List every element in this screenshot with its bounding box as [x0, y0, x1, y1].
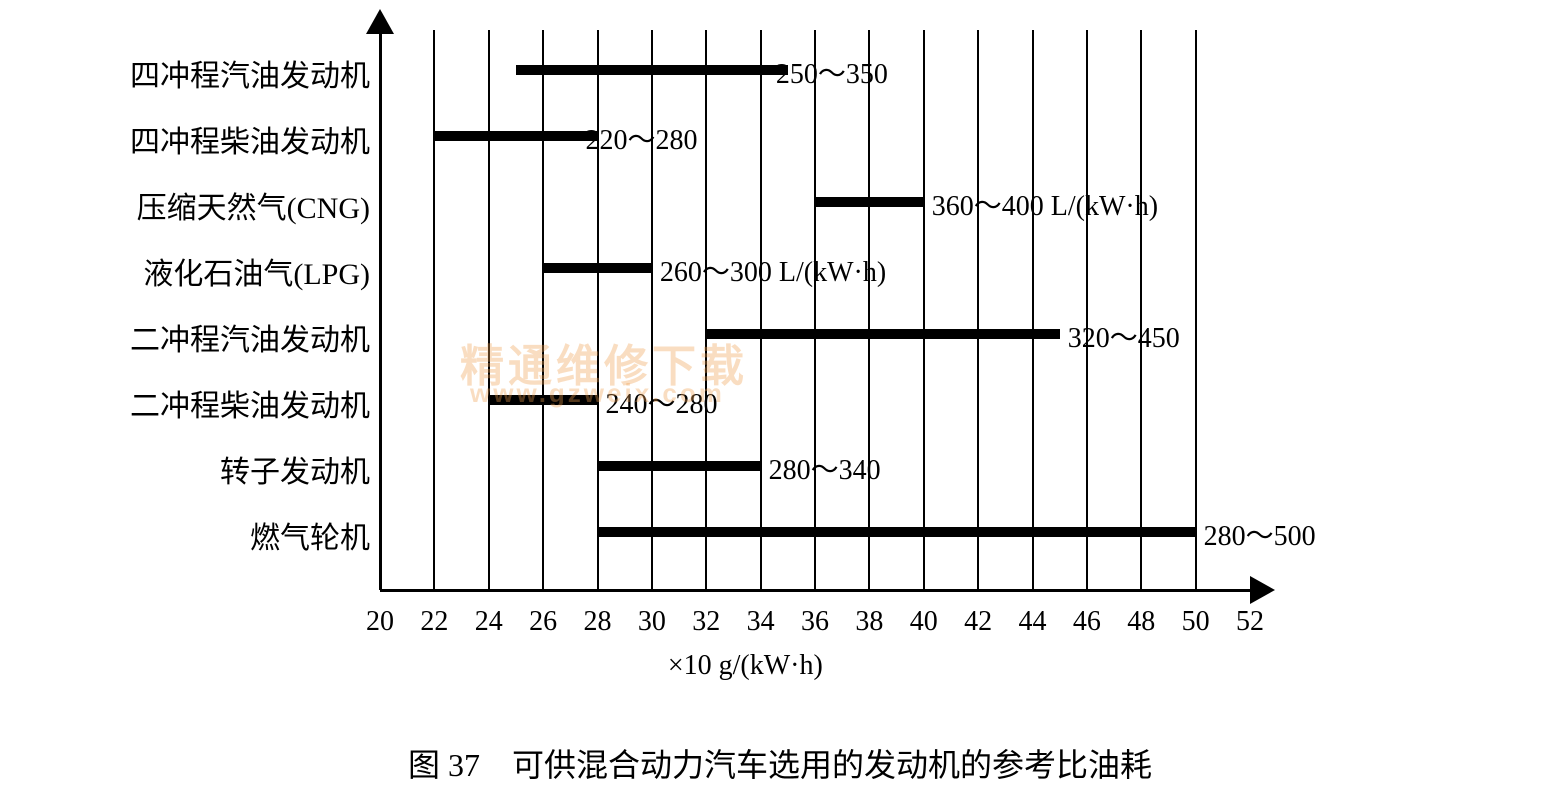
value-label: 280～500	[1204, 514, 1316, 554]
range-bar	[598, 527, 1196, 537]
grid-line	[597, 30, 599, 590]
chart-container: 20 22 24 26 28 30 32 34 36 38 40 42 44 46 48 50 52 ×10 g/…	[20, 20, 1540, 780]
x-tick-label: 30	[638, 606, 666, 638]
grid-line	[977, 30, 979, 590]
y-label: 二冲程汽油发动机	[20, 315, 370, 359]
x-tick-label: 42	[964, 606, 992, 638]
grid-line	[760, 30, 762, 590]
grid-line	[1086, 30, 1088, 590]
x-axis-label: ×10 g/(kW·h)	[668, 650, 823, 682]
range-bar	[434, 131, 597, 141]
y-label: 二冲程柴油发动机	[20, 381, 370, 425]
value-label: 260～300 L/(kW·h)	[660, 250, 886, 290]
grid-line	[923, 30, 925, 590]
x-tick-label: 38	[855, 606, 883, 638]
x-axis-arrow-icon	[1250, 576, 1275, 604]
grid-line	[433, 30, 435, 590]
chart-area: 20 22 24 26 28 30 32 34 36 38 40 42 44 46 48 50 52 ×10 g/…	[20, 20, 1540, 780]
x-tick-label: 48	[1127, 606, 1155, 638]
range-bar	[543, 263, 652, 273]
x-axis	[380, 589, 1250, 592]
y-label: 燃气轮机	[20, 513, 370, 557]
value-label: 280～340	[769, 448, 881, 488]
grid-line	[488, 30, 490, 590]
grid-line	[1032, 30, 1034, 590]
x-tick-label: 44	[1019, 606, 1047, 638]
x-tick-label: 28	[584, 606, 612, 638]
figure-caption: 图 37 可供混合动力汽车选用的发动机的参考比油耗	[20, 740, 1540, 786]
range-bar	[815, 197, 924, 207]
grid-line	[651, 30, 653, 590]
grid-line	[814, 30, 816, 590]
value-label: 360～400 L/(kW·h)	[932, 184, 1158, 224]
value-label: 240～280	[606, 382, 718, 422]
x-tick-label: 52	[1236, 606, 1264, 638]
y-label: 四冲程柴油发动机	[20, 117, 370, 161]
x-tick-label: 50	[1182, 606, 1210, 638]
x-tick-label: 22	[420, 606, 448, 638]
y-axis	[379, 30, 382, 590]
x-tick-label: 24	[475, 606, 503, 638]
y-label: 四冲程汽油发动机	[20, 51, 370, 95]
y-label: 转子发动机	[20, 447, 370, 491]
x-tick-label: 34	[747, 606, 775, 638]
x-tick-label: 40	[910, 606, 938, 638]
grid-line	[705, 30, 707, 590]
range-bar	[516, 65, 788, 75]
y-axis-arrow-icon	[366, 9, 394, 34]
grid-line	[542, 30, 544, 590]
y-label: 压缩天然气(CNG)	[20, 183, 370, 227]
x-tick-label: 32	[692, 606, 720, 638]
range-bar	[706, 329, 1059, 339]
y-label: 液化石油气(LPG)	[20, 249, 370, 293]
x-tick-label: 20	[366, 606, 394, 638]
x-tick-label: 26	[529, 606, 557, 638]
range-bar	[598, 461, 761, 471]
value-label: 320～450	[1068, 316, 1180, 356]
range-bar	[489, 395, 598, 405]
x-tick-label: 36	[801, 606, 829, 638]
grid-line	[1195, 30, 1197, 590]
value-label: 220～280	[586, 118, 698, 158]
grid-line	[868, 30, 870, 590]
value-label: 250～350	[776, 52, 888, 92]
x-tick-label: 46	[1073, 606, 1101, 638]
grid-line	[1140, 30, 1142, 590]
